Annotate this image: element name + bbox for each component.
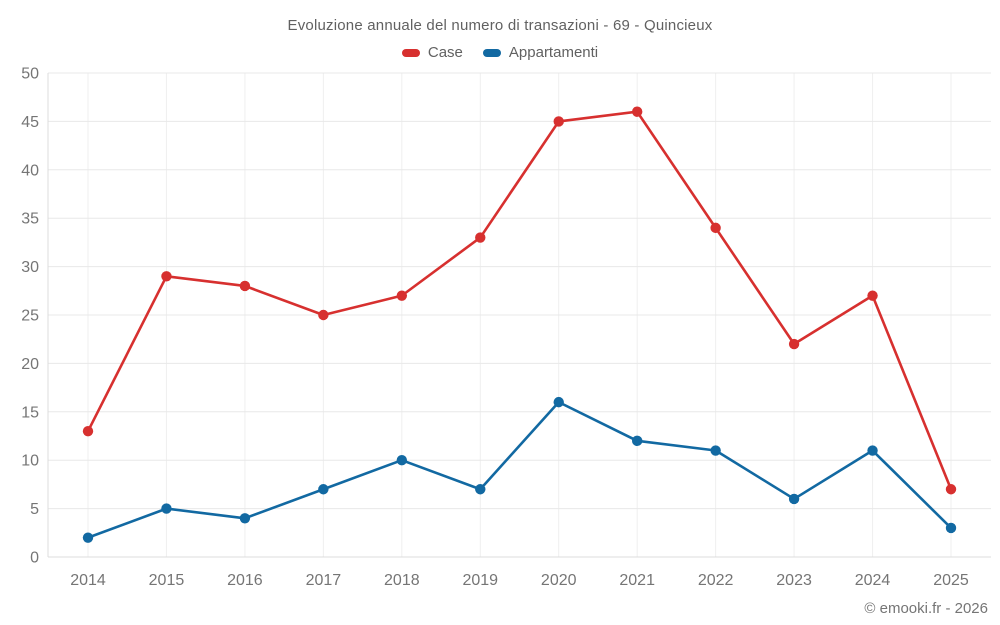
- data-point-case-2014: [82, 425, 94, 437]
- legend-label-case: Case: [427, 44, 463, 61]
- data-point-case-2021: [631, 106, 643, 117]
- legend-label-appartamenti: Appartamenti: [508, 44, 599, 61]
- y-tick-label: 20: [21, 356, 39, 373]
- legend: Case Appartamenti: [0, 44, 1000, 61]
- data-point-case-2018: [396, 290, 408, 301]
- legend-item-case[interactable]: Case: [401, 44, 463, 61]
- data-point-appartamenti-2025: [945, 522, 957, 534]
- y-tick-label: 35: [21, 211, 39, 228]
- y-tick-label: 40: [21, 162, 39, 179]
- x-tick-label: 2023: [776, 572, 812, 589]
- data-point-appartamenti-2021: [631, 435, 643, 447]
- x-tick-label: 2014: [70, 572, 106, 589]
- data-point-case-2025: [945, 484, 957, 495]
- data-point-appartamenti-2022: [710, 445, 721, 456]
- data-point-case-2019: [475, 232, 486, 243]
- data-point-appartamenti-2020: [553, 396, 564, 408]
- y-tick-label: 25: [21, 308, 39, 325]
- data-point-case-2016: [239, 280, 251, 292]
- y-axis-tick-labels: 0 5 10 15 20 25 30 35 40 45 50: [21, 66, 39, 567]
- legend-swatch-appartamenti-icon: [482, 48, 501, 57]
- data-point-appartamenti-2014: [82, 532, 94, 543]
- horizontal-gridlines: [48, 72, 991, 558]
- series-line-case: [86, 110, 953, 491]
- x-tick-label: 2017: [306, 572, 342, 589]
- data-point-appartamenti-2017: [318, 484, 329, 495]
- x-tick-label: 2025: [933, 572, 969, 589]
- x-tick-label: 2019: [462, 572, 498, 589]
- data-point-appartamenti-2016: [239, 513, 251, 524]
- y-tick-label: 45: [21, 114, 39, 131]
- legend-item-appartamenti[interactable]: Appartamenti: [482, 44, 599, 61]
- data-point-appartamenti-2015: [161, 503, 172, 514]
- x-tick-label: 2022: [698, 572, 734, 589]
- data-point-case-2017: [318, 309, 329, 321]
- y-tick-label: 10: [21, 453, 39, 470]
- x-axis-tick-labels: 2014 2015 2016 2017 2018 2019 2020 2021 2022 2023…: [70, 572, 969, 589]
- copyright: © emooki.fr - 2026: [864, 600, 988, 617]
- y-tick-label: 0: [30, 550, 39, 567]
- x-tick-label: 2018: [384, 572, 420, 589]
- data-point-case-2020: [553, 116, 564, 127]
- x-tick-label: 2024: [855, 572, 891, 589]
- y-tick-label: 50: [21, 66, 39, 83]
- axes: [47, 73, 991, 558]
- x-tick-label: 2020: [541, 572, 577, 589]
- y-tick-label: 30: [21, 259, 39, 276]
- legend-swatch-case-icon: [401, 48, 420, 57]
- data-point-case-2015: [161, 271, 172, 282]
- data-point-case-2022: [710, 222, 721, 234]
- data-point-case-2023: [788, 338, 800, 350]
- data-point-appartamenti-2024: [867, 445, 878, 456]
- data-point-appartamenti-2023: [788, 493, 800, 505]
- y-tick-label: 5: [30, 501, 39, 518]
- y-tick-label: 15: [21, 404, 39, 421]
- data-point-appartamenti-2019: [475, 484, 486, 495]
- x-tick-label: 2015: [149, 572, 185, 589]
- data-point-appartamenti-2018: [396, 455, 408, 466]
- x-tick-label: 2016: [227, 572, 263, 589]
- chart-title: Evoluzione annuale del numero di transaz…: [287, 17, 713, 34]
- data-point-case-2024: [867, 290, 878, 301]
- data-series: [82, 106, 957, 543]
- x-tick-label: 2021: [619, 572, 655, 589]
- series-line-appartamenti: [86, 400, 953, 539]
